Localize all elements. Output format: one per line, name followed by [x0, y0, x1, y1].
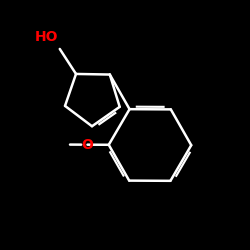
Text: O: O	[82, 138, 94, 152]
Text: HO: HO	[35, 30, 58, 44]
